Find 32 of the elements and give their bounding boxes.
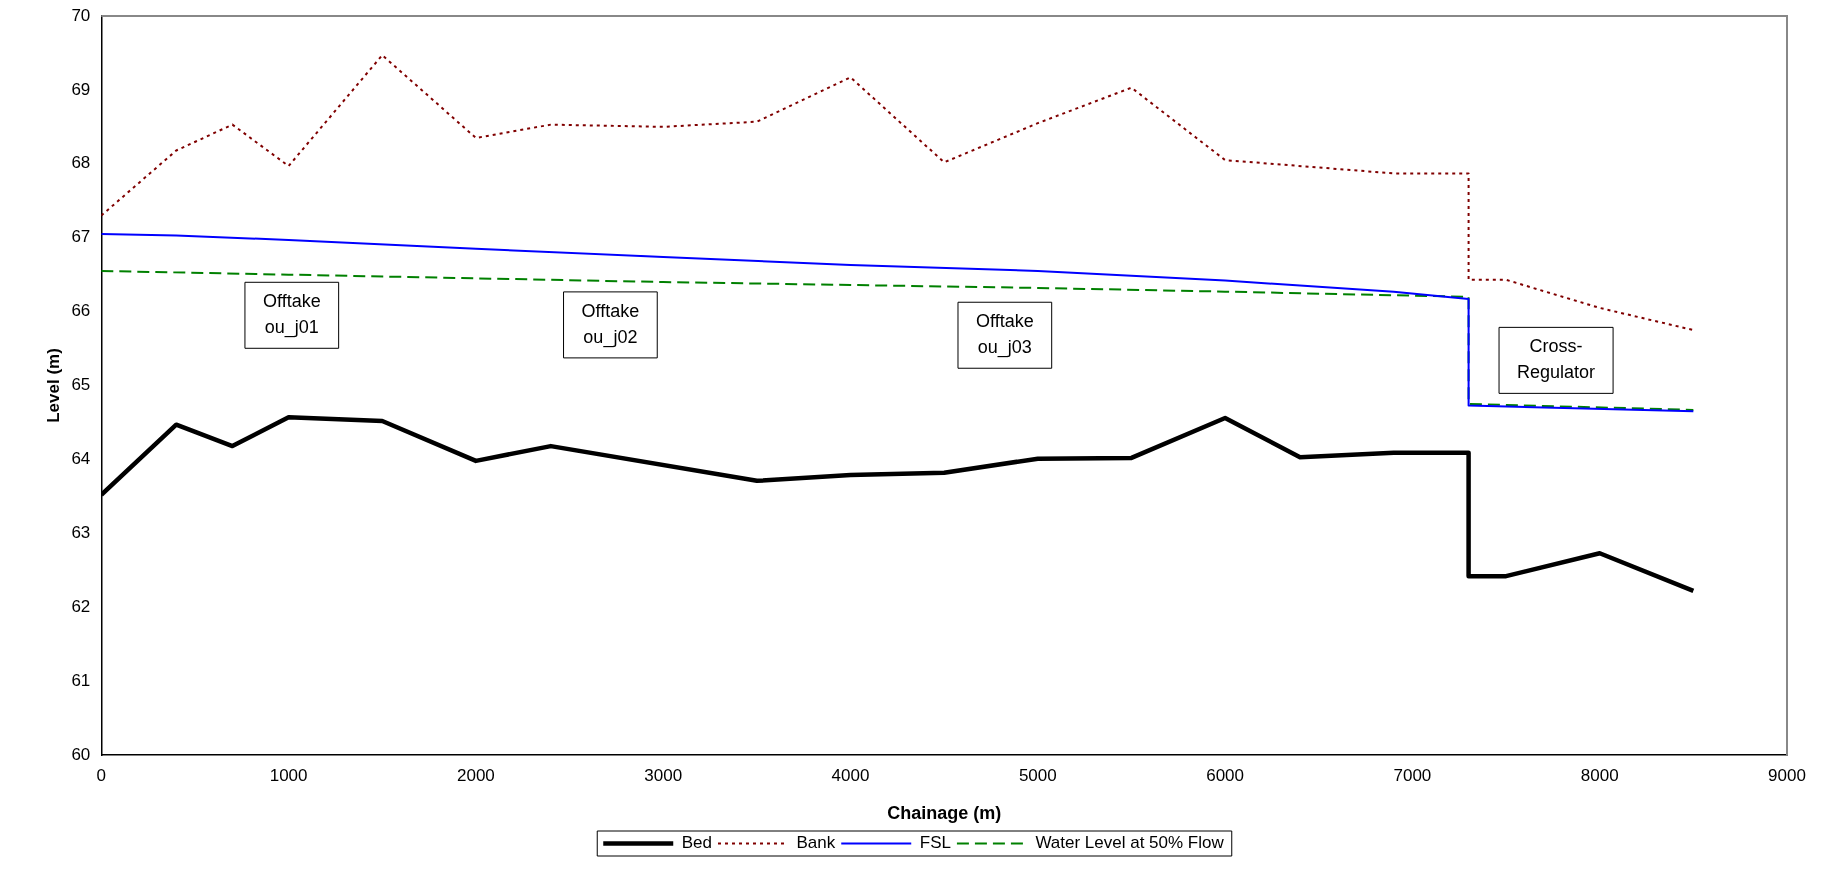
y-tick-label: 61 <box>71 670 91 690</box>
x-tick-label: 1000 <box>269 765 308 785</box>
x-axis-title: Chainage (m) <box>887 803 1002 824</box>
y-tick-label: 70 <box>71 5 91 25</box>
x-tick-label: 4000 <box>831 765 870 785</box>
x-tick-label: 8000 <box>1580 765 1619 785</box>
y-tick-label: 66 <box>71 301 91 321</box>
annotation: Offtake ou_j01 <box>262 291 321 339</box>
y-tick-label: 69 <box>71 79 91 99</box>
y-tick-label: 63 <box>71 522 91 542</box>
y-tick-label: 62 <box>71 596 91 616</box>
annotation: Offtake ou_j03 <box>975 311 1034 359</box>
x-tick-label: 6000 <box>1206 765 1245 785</box>
legend-label: Water Level at 50% Flow <box>1035 833 1225 853</box>
annotation: Offtake ou_j02 <box>581 300 640 348</box>
y-axis-title: Level (m) <box>43 348 63 423</box>
line-series <box>101 269 1695 411</box>
x-tick-label: 7000 <box>1393 765 1432 785</box>
y-tick-label: 67 <box>71 227 91 247</box>
legend-label: FSL <box>919 833 951 853</box>
x-tick-label: 3000 <box>644 765 683 785</box>
x-tick-label: 2000 <box>456 765 495 785</box>
y-tick-label: 68 <box>71 153 91 173</box>
y-tick-label: 60 <box>71 744 91 764</box>
x-tick-label: 5000 <box>1018 765 1057 785</box>
x-tick-label: 0 <box>96 765 107 785</box>
y-tick-label: 64 <box>71 449 91 469</box>
y-tick-label: 65 <box>71 375 91 395</box>
annotation: Cross- Regulator <box>1517 336 1596 383</box>
x-tick-label: 9000 <box>1768 765 1806 785</box>
legend-label: Bank <box>796 833 836 853</box>
legend-label: Bed <box>681 833 712 853</box>
